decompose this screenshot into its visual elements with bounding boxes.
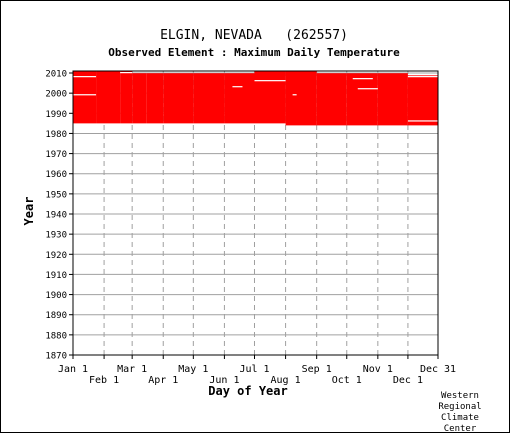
- coverage-block: [316, 73, 347, 126]
- y-tick-label: 1990: [45, 110, 67, 120]
- y-tick-label: 1970: [45, 150, 67, 160]
- missing-record-streak: [73, 94, 97, 96]
- y-axis-ticks: 1870 1880 1890 1900 1910 1920 1930 1940 1950 1960…: [45, 70, 73, 362]
- missing-record-streak: [254, 80, 286, 82]
- x-tick-label: Oct 1: [332, 375, 362, 386]
- y-tick-label: 1890: [45, 311, 67, 321]
- coverage-block: [73, 71, 97, 124]
- coverage-block: [254, 71, 286, 124]
- x-tick-label: Jan 1: [58, 364, 88, 375]
- credit-line: Center: [443, 424, 477, 434]
- y-tick-label: 1940: [45, 211, 67, 221]
- missing-record-streak: [292, 94, 297, 96]
- x-tick-label: Feb 1: [89, 375, 119, 386]
- credit-block: Western Regional Climate Center: [425, 391, 495, 435]
- coverage-block: [346, 73, 378, 126]
- data-coverage: [73, 71, 438, 126]
- y-axis-title: Year: [22, 197, 36, 226]
- x-tick-label: Mar 1: [117, 364, 147, 375]
- missing-record-streak: [73, 76, 97, 78]
- missing-record-streak: [232, 86, 243, 88]
- chart-subtitle: Observed Element : Maximum Daily Tempera…: [108, 46, 400, 59]
- credit-line: Regional: [438, 402, 482, 412]
- x-axis-ticks: Jan 1 Mar 1 May 1 Jul 1 Sep 1 Nov 1 Dec 31 Feb …: [58, 355, 456, 386]
- x-tick-label: Nov 1: [363, 364, 393, 375]
- plot-area-border: [72, 70, 439, 356]
- coverage-block: [146, 73, 164, 124]
- y-tick-label: 1910: [45, 271, 67, 281]
- chart-title: ELGIN, NEVADA (262557): [160, 28, 348, 43]
- y-tick-label: 1930: [45, 231, 67, 241]
- y-tick-label: 1880: [45, 331, 67, 341]
- coverage-block: [407, 75, 438, 126]
- x-tick-label: Apr 1: [148, 375, 178, 386]
- coverage-block: [377, 73, 408, 126]
- x-tick-label: Aug 1: [271, 375, 301, 386]
- y-tick-label: 2000: [45, 90, 67, 100]
- coverage-block: [96, 71, 121, 124]
- y-tick-label: 1870: [45, 352, 67, 362]
- x-tick-label: Jul 1: [239, 364, 269, 375]
- x-axis-title: Day of Year: [208, 384, 287, 398]
- coverage-block: [193, 73, 225, 124]
- missing-record-streak: [120, 72, 133, 74]
- y-tick-label: 2010: [45, 70, 67, 80]
- coverage-block: [132, 73, 147, 124]
- credit-line: Climate: [441, 413, 479, 423]
- y-tick-label: 1980: [45, 130, 67, 140]
- x-tick-label: Dec 31: [420, 364, 456, 375]
- missing-record-streak: [352, 78, 373, 80]
- coverage-block: [285, 71, 317, 126]
- x-tick-label: May 1: [178, 364, 208, 375]
- y-tick-label: 1960: [45, 170, 67, 180]
- coverage-block: [120, 71, 133, 124]
- credit-line: Western: [441, 391, 479, 401]
- missing-records: [73, 72, 438, 122]
- x-tick-label: Sep 1: [302, 364, 332, 375]
- y-tick-label: 1950: [45, 190, 67, 200]
- y-tick-label: 1920: [45, 251, 67, 261]
- x-tick-label: Jun 1: [209, 375, 239, 386]
- x-tick-label: Dec 1: [393, 375, 423, 386]
- coverage-block: [224, 73, 255, 124]
- missing-record-streak: [357, 88, 378, 90]
- coverage-block: [163, 73, 194, 124]
- missing-record-streak: [407, 76, 438, 78]
- missing-record-streak: [407, 74, 438, 76]
- y-tick-label: 1900: [45, 291, 67, 301]
- missing-record-streak: [407, 120, 438, 122]
